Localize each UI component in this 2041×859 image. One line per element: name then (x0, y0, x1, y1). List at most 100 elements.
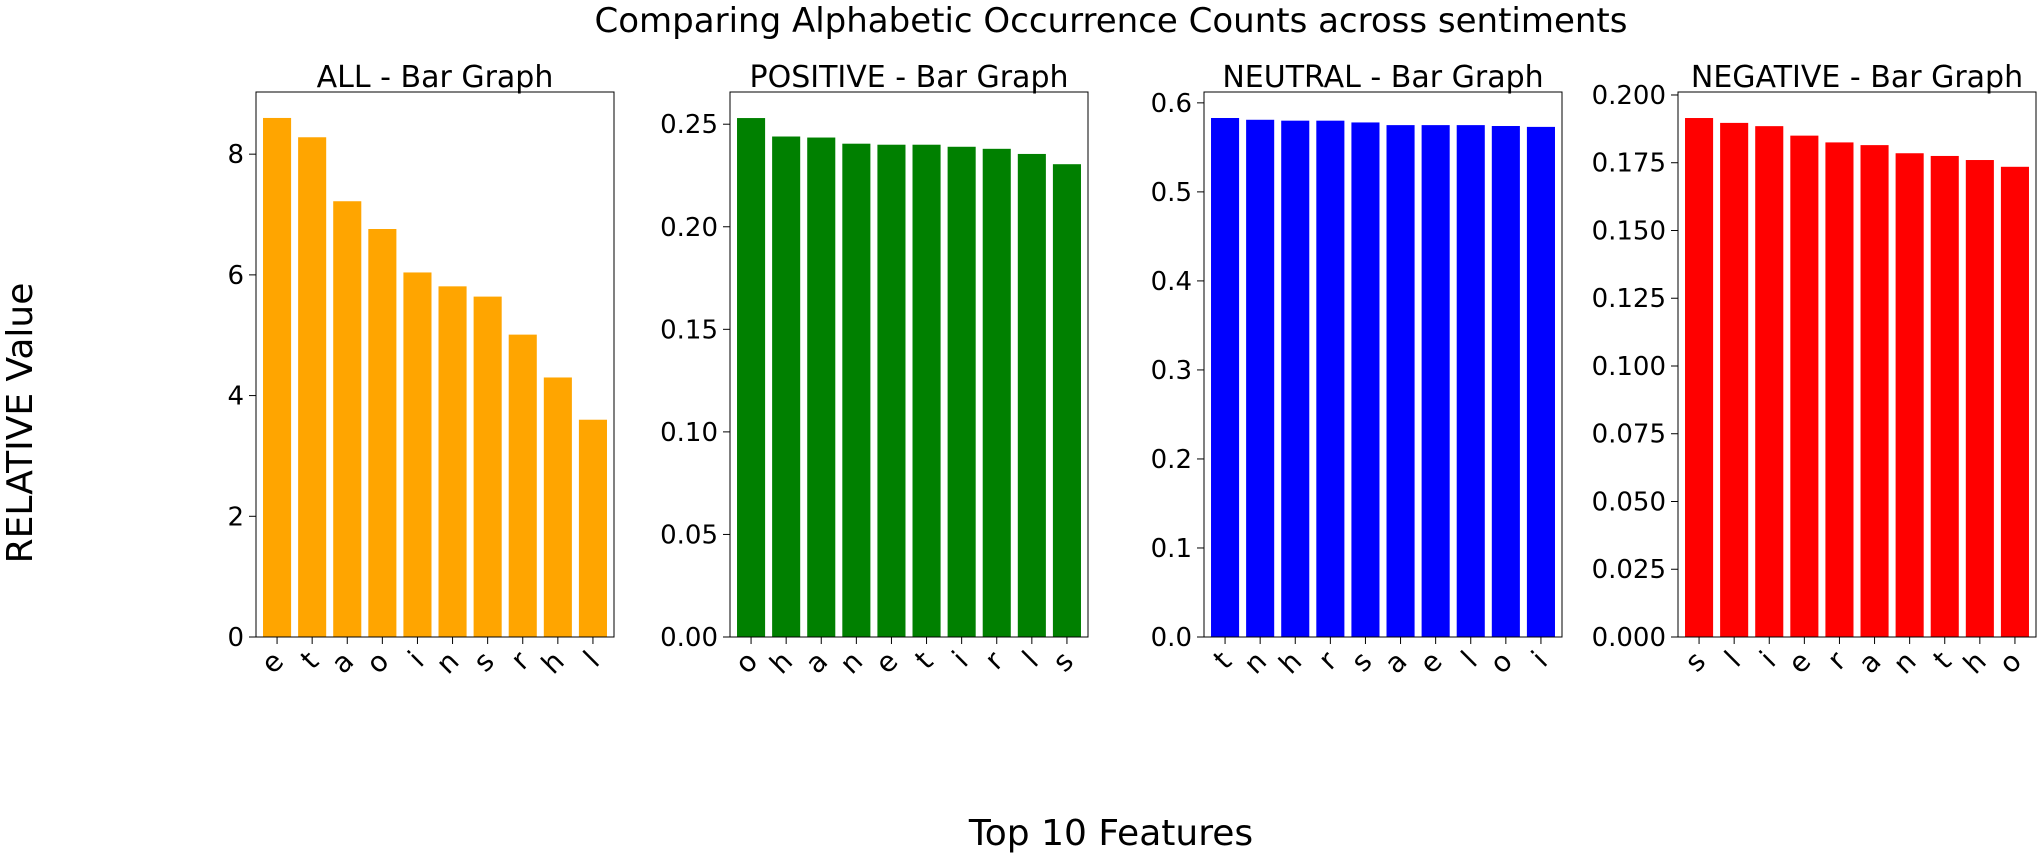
y-tick-label: 0.15 (660, 315, 718, 345)
y-tick-label: 0.175 (1592, 149, 1666, 179)
x-tick-label: i (1525, 645, 1554, 674)
y-tick-label: 0.25 (660, 110, 718, 140)
bar-t (1211, 117, 1240, 638)
x-tick-label: l (577, 645, 606, 674)
x-tick-label: a (1852, 645, 1887, 680)
bar-n (842, 143, 871, 637)
axes-frame (1677, 91, 2037, 638)
bar-n (1895, 153, 1924, 637)
figure-title: Comparing Alphabetic Occurrence Counts a… (595, 1, 1628, 41)
y-tick-label: 0.025 (1592, 555, 1666, 585)
bar-r (508, 334, 537, 637)
x-tick-label: r (1821, 644, 1853, 676)
x-tick-label: s (1345, 645, 1379, 679)
bar-h (772, 136, 801, 637)
y-tick-label: 0 (227, 623, 244, 653)
x-tick-label: n (1237, 645, 1273, 681)
x-tick-label: r (1312, 644, 1344, 676)
bar-o (2000, 166, 2029, 637)
axes-frame (255, 91, 615, 638)
bar-s (1052, 164, 1081, 638)
y-tick-label: 8 (227, 140, 244, 170)
x-tick-label: l (1718, 645, 1747, 674)
bar-h (1965, 160, 1994, 637)
bar-t (1930, 155, 1959, 637)
x-tick-label: l (1016, 645, 1045, 674)
bar-i (1755, 126, 1784, 638)
subplot-title: NEGATIVE - Bar Graph (1691, 60, 2023, 95)
x-tick-label: a (1378, 645, 1413, 680)
y-tick-label: 0.075 (1592, 420, 1666, 450)
x-tick-label: l (1455, 645, 1484, 674)
y-tick-label: 0.5 (1151, 178, 1192, 208)
y-tick-label: 0.05 (660, 520, 718, 550)
bar-t (298, 137, 327, 637)
x-tick-label: h (763, 645, 799, 681)
bar-r (1316, 120, 1345, 637)
bar-e (1421, 125, 1450, 637)
y-tick-label: 0.20 (660, 213, 718, 243)
bar-o (368, 229, 397, 637)
bar-l (578, 419, 607, 637)
x-tick-label: n (1887, 645, 1923, 681)
x-tick-label: e (1782, 645, 1818, 681)
x-tick-label: i (402, 645, 431, 674)
x-tick-label: e (869, 645, 905, 681)
bar-e (877, 144, 906, 638)
x-tick-label: t (1927, 645, 1958, 676)
y-tick-label: 0.000 (1592, 623, 1666, 653)
bar-n (1246, 119, 1275, 637)
bar-a (333, 201, 362, 637)
x-tick-label: o (729, 645, 764, 680)
x-tick-label: o (360, 645, 395, 680)
subplot-3: 0.0 0.1 0.2 0.3 0.4 0.5 0.6 t n h r s a e l o i NEUTRAL -… (1151, 60, 1563, 681)
y-tick-label: 0.100 (1592, 352, 1666, 382)
x-tick-label: o (1992, 645, 2027, 680)
y-tick-label: 0.10 (660, 418, 718, 448)
bar-o (1491, 126, 1520, 637)
x-tick-label: h (535, 645, 571, 681)
subplot-title: NEUTRAL - Bar Graph (1222, 60, 1543, 95)
y-tick-label: 0.3 (1151, 356, 1192, 386)
bar-s (1685, 118, 1714, 637)
x-tick-label: r (504, 644, 536, 676)
y-tick-label: 0.4 (1151, 267, 1192, 297)
y-tick-label: 0.200 (1592, 81, 1666, 111)
bar-a (807, 137, 836, 637)
bar-t (912, 144, 941, 638)
bar-h (1281, 120, 1310, 637)
y-tick-label: 6 (227, 261, 244, 291)
bar-s (1351, 122, 1380, 638)
x-tick-label: o (1483, 645, 1518, 680)
subplot-1: 0 2 4 6 8 e t a o i n s r h l ALL - Bar Graph (227, 60, 615, 681)
bar-l (1017, 153, 1046, 637)
bar-i (403, 272, 432, 637)
y-tick-label: 0.00 (660, 623, 718, 653)
x-tick-label: a (325, 645, 360, 680)
bar-a (1860, 145, 1889, 637)
figure-xlabel: Top 10 Features (968, 813, 1253, 854)
bar-e (1790, 135, 1819, 638)
y-tick-label: 0.050 (1592, 487, 1666, 517)
x-tick-label: h (1272, 645, 1308, 681)
x-tick-label: s (1678, 645, 1712, 679)
subplot-4: 0.000 0.025 0.050 0.075 0.100 0.125 0.150 0.175… (1592, 60, 2037, 681)
axes-frame (729, 91, 1089, 638)
bar-l (1456, 125, 1485, 637)
x-tick-label: i (946, 645, 975, 674)
bar-h (543, 377, 572, 637)
y-tick-label: 0.150 (1592, 216, 1666, 246)
bar-i (947, 146, 976, 637)
x-tick-label: a (799, 645, 834, 680)
x-tick-label: e (1413, 645, 1449, 681)
x-tick-label: s (467, 645, 501, 679)
x-tick-label: r (978, 644, 1010, 676)
bar-n (438, 286, 467, 637)
bar-o (737, 118, 766, 638)
subplot-title: POSITIVE - Bar Graph (750, 60, 1069, 95)
bar-r (1825, 142, 1854, 637)
y-tick-label: 2 (227, 502, 244, 532)
axes-frame (1203, 91, 1563, 638)
